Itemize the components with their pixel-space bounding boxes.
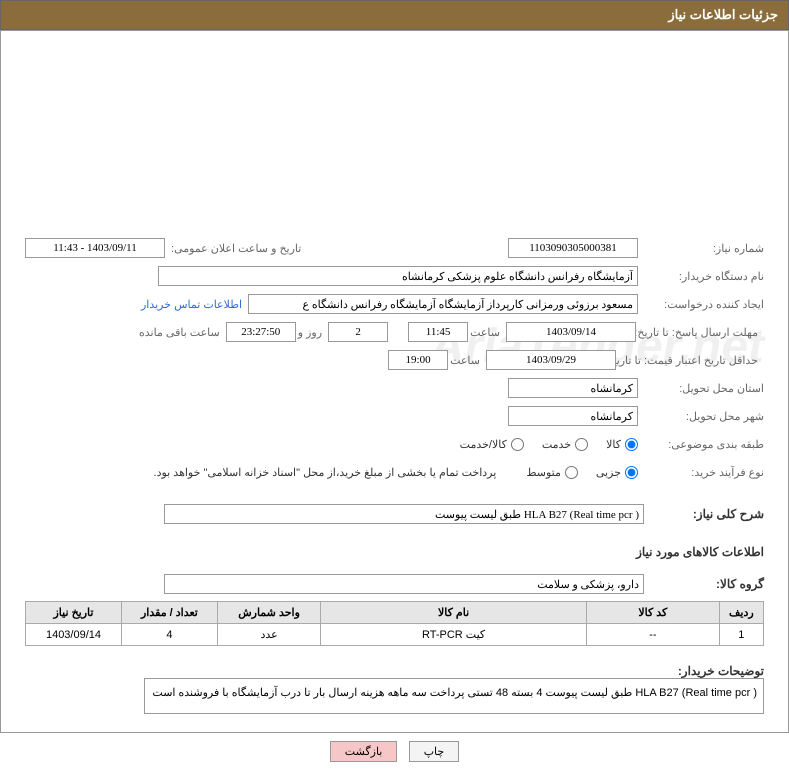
- days-remaining-field[interactable]: [328, 322, 388, 342]
- radio-label-category-1: خدمت: [542, 438, 571, 451]
- need-number-label: شماره نیاز:: [644, 242, 764, 255]
- announce-date-field[interactable]: [25, 238, 165, 258]
- table-body: 1--کیت RT-PCRعدد41403/09/14: [26, 624, 764, 646]
- table-cell-0-2: کیت RT-PCR: [321, 624, 587, 646]
- row-purchase-type: نوع فرآیند خرید: جزیی متوسط پرداخت تمام ی…: [25, 461, 764, 483]
- print-button[interactable]: چاپ: [409, 741, 460, 762]
- row-need-number: شماره نیاز: تاریخ و ساعت اعلان عمومی:: [25, 237, 764, 259]
- deadline-send-label: مهلت ارسال پاسخ: تا تاریخ:: [638, 326, 758, 339]
- radio-item-category-1: خدمت: [542, 438, 588, 451]
- need-number-field[interactable]: [508, 238, 638, 258]
- deadline-send-time-field[interactable]: [408, 322, 468, 342]
- table-cell-0-4: 4: [121, 624, 217, 646]
- row-min-valid: حداقل تاریخ اعتبار قیمت: تا تاریخ: ساعت: [25, 349, 764, 371]
- province-label: استان محل تحویل:: [644, 382, 764, 395]
- row-province: استان محل تحویل:: [25, 377, 764, 399]
- buyer-notes-box[interactable]: ( HLA B27 (Real time pcr طبق لیست پیوست …: [144, 678, 764, 714]
- row-buyer-org: نام دستگاه خریدار:: [25, 265, 764, 287]
- row-deadline-send: مهلت ارسال پاسخ: تا تاریخ: ساعت روز و سا…: [25, 321, 764, 343]
- table-cell-0-0: 1: [719, 624, 763, 646]
- city-field[interactable]: [508, 406, 638, 426]
- buyer-contact-link[interactable]: اطلاعات تماس خریدار: [141, 298, 242, 311]
- min-valid-date-field[interactable]: [486, 350, 616, 370]
- time-label-1: ساعت: [470, 326, 500, 339]
- radio-item-category-0: کالا: [606, 438, 638, 451]
- table-header-2: نام کالا: [321, 602, 587, 624]
- row-category: طبقه بندی موضوعی: کالا خدمت کالا/خدمت: [25, 433, 764, 455]
- purchase-radio-group: جزیی متوسط: [526, 466, 638, 479]
- requester-field[interactable]: [248, 294, 638, 314]
- countdown-field[interactable]: [226, 322, 296, 342]
- row-city: شهر محل تحویل:: [25, 405, 764, 427]
- panel-header: جزئیات اطلاعات نیاز: [0, 0, 789, 30]
- category-label: طبقه بندی موضوعی:: [644, 438, 764, 451]
- description-label: شرح کلی نیاز:: [644, 507, 764, 521]
- radio-label-category-0: کالا: [606, 438, 621, 451]
- table-row: 1--کیت RT-PCRعدد41403/09/14: [26, 624, 764, 646]
- radio-item-category-2: کالا/خدمت: [460, 438, 524, 451]
- back-button[interactable]: بازگشت: [330, 741, 398, 762]
- buyer-notes-label: توضیحات خریدار:: [644, 654, 764, 678]
- province-field[interactable]: [508, 378, 638, 398]
- payment-note: پرداخت تمام یا بخشی از مبلغ خرید،از محل …: [154, 466, 497, 479]
- radio-purchase-0[interactable]: [625, 466, 638, 479]
- radio-category-1[interactable]: [575, 438, 588, 451]
- radio-category-2[interactable]: [511, 438, 524, 451]
- table-header-0: ردیف: [719, 602, 763, 624]
- radio-label-purchase-0: جزیی: [596, 466, 621, 479]
- table-header-5: تاریخ نیاز: [26, 602, 122, 624]
- days-and-label: روز و: [298, 326, 322, 339]
- table-header-1: کد کالا: [586, 602, 719, 624]
- radio-label-category-2: کالا/خدمت: [460, 438, 507, 451]
- buyer-org-label: نام دستگاه خریدار:: [644, 270, 764, 283]
- radio-label-purchase-1: متوسط: [526, 466, 561, 479]
- radio-item-purchase-1: متوسط: [526, 466, 578, 479]
- table-header-4: تعداد / مقدار: [121, 602, 217, 624]
- deadline-send-date-field[interactable]: [506, 322, 636, 342]
- radio-item-purchase-0: جزیی: [596, 466, 638, 479]
- announce-date-label: تاریخ و ساعت اعلان عمومی:: [171, 242, 301, 255]
- requester-label: ایجاد کننده درخواست:: [644, 298, 764, 311]
- group-label: گروه کالا:: [644, 577, 764, 591]
- panel-content: AriaTender.net شماره نیاز: تاریخ و ساعت …: [0, 30, 789, 733]
- table-cell-0-5: 1403/09/14: [26, 624, 122, 646]
- row-group: گروه کالا:: [25, 573, 764, 595]
- table-cell-0-3: عدد: [217, 624, 320, 646]
- row-description: شرح کلی نیاز:: [25, 503, 764, 525]
- remain-label: ساعت باقی مانده: [139, 326, 220, 339]
- table-header-3: واحد شمارش: [217, 602, 320, 624]
- button-row: چاپ بازگشت: [0, 733, 789, 770]
- table-header-row: ردیفکد کالانام کالاواحد شمارشتعداد / مقد…: [26, 602, 764, 624]
- panel-title: جزئیات اطلاعات نیاز: [668, 7, 778, 22]
- items-section-title: اطلاعات کالاهای مورد نیاز: [25, 545, 764, 559]
- buyer-org-field[interactable]: [158, 266, 638, 286]
- min-valid-label: حداقل تاریخ اعتبار قیمت: تا تاریخ:: [618, 354, 758, 367]
- category-radio-group: کالا خدمت کالا/خدمت: [460, 438, 638, 451]
- group-field[interactable]: [164, 574, 644, 594]
- city-label: شهر محل تحویل:: [644, 410, 764, 423]
- min-valid-time-field[interactable]: [388, 350, 448, 370]
- table-cell-0-1: --: [586, 624, 719, 646]
- time-label-2: ساعت: [450, 354, 480, 367]
- description-field[interactable]: [164, 504, 644, 524]
- row-requester: ایجاد کننده درخواست: اطلاعات تماس خریدار: [25, 293, 764, 315]
- purchase-type-label: نوع فرآیند خرید:: [644, 466, 764, 479]
- radio-category-0[interactable]: [625, 438, 638, 451]
- row-buyer-notes: توضیحات خریدار: ( HLA B27 (Real time pcr…: [25, 654, 764, 714]
- items-table: ردیفکد کالانام کالاواحد شمارشتعداد / مقد…: [25, 601, 764, 646]
- radio-purchase-1[interactable]: [565, 466, 578, 479]
